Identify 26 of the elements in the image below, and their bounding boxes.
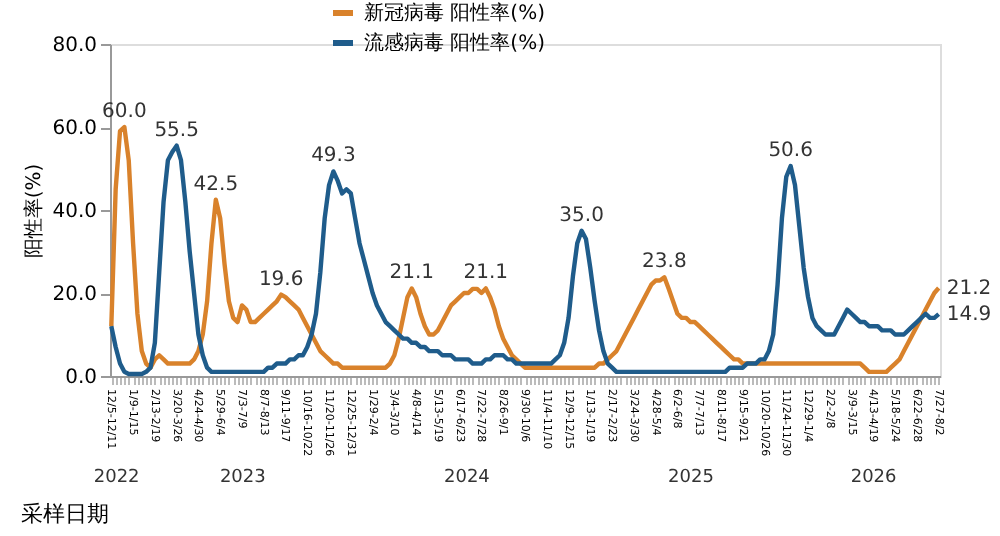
data-label: 55.5 <box>154 119 199 142</box>
data-label: 14.9 <box>946 304 992 327</box>
y-axis-title: 阳性率(%) <box>22 163 47 259</box>
x-axis-title: 采样日期 <box>21 501 109 527</box>
legend-label: 新冠病毒 阳性率(%) <box>364 1 546 25</box>
text: 2023 <box>219 468 266 488</box>
y-tick-label: 40.0 <box>52 201 97 223</box>
data-label: 60.0 <box>102 101 147 123</box>
data-label: 50.6 <box>768 140 813 163</box>
data-label: 42.5 <box>193 173 239 196</box>
y-tick-label: 80.0 <box>52 35 97 57</box>
data-label: 21.1 <box>463 262 509 285</box>
text: 2025 <box>668 468 714 488</box>
data-label: 49.3 <box>311 145 356 168</box>
data-label: 19.6 <box>258 268 304 291</box>
y-tick-label: 20.0 <box>52 284 97 306</box>
y-tick-label: 60.0 <box>52 118 97 140</box>
text: 2026 <box>850 468 898 488</box>
text: 2022 <box>93 468 140 488</box>
y-tick-label: 0.0 <box>65 367 97 389</box>
data-label: 21.1 <box>389 262 435 285</box>
legend-label: 流感病毒 阳性率(%) <box>364 31 546 55</box>
data-label: 35.0 <box>559 204 604 227</box>
data-label: 23.8 <box>642 251 687 274</box>
data-label: 21.2 <box>946 278 992 301</box>
text: 2024 <box>443 468 491 488</box>
